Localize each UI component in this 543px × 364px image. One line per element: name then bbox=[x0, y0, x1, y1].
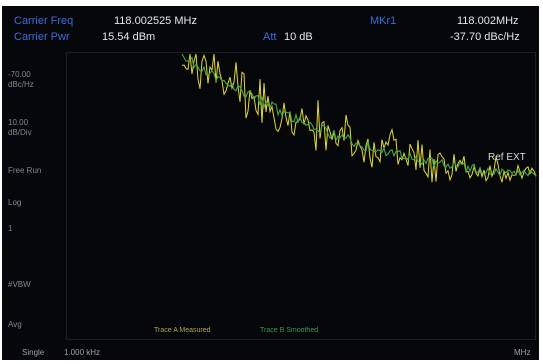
footer-start-label: Single bbox=[22, 348, 45, 357]
scale-type: Log bbox=[8, 198, 22, 207]
trace-a-measured bbox=[181, 53, 537, 183]
ref-level-value: -70.00 bbox=[8, 70, 31, 79]
marker-value: -37.70 dBc/Hz bbox=[450, 31, 520, 43]
legend-trace-b: Trace B Smoothed bbox=[260, 327, 319, 334]
carrier-freq-value: 118.002525 MHz bbox=[114, 15, 197, 27]
scale-unit: dB/Div bbox=[8, 128, 32, 137]
average-label: Avg bbox=[8, 320, 22, 329]
carrier-freq-label: Carrier Freq bbox=[14, 15, 74, 27]
attenuation-label: Att bbox=[263, 31, 277, 43]
vbw-label: #VBW bbox=[8, 280, 31, 289]
marker-label: MKr1 bbox=[370, 15, 397, 27]
ref-ext-label: Ref EXT bbox=[488, 152, 526, 163]
trace-count: 1 bbox=[8, 224, 13, 233]
footer-stop-unit: MHz bbox=[514, 348, 531, 357]
analyzer-screen: Carrier Freq 118.002525 MHz Carrier Pwr … bbox=[2, 6, 539, 360]
carrier-pwr-label: Carrier Pwr bbox=[14, 31, 70, 43]
marker-frequency: 118.002MHz bbox=[457, 15, 519, 27]
ref-level-unit: dBc/Hz bbox=[8, 80, 34, 89]
trigger-mode: Free Run bbox=[8, 166, 42, 175]
attenuation-value: 10 dB bbox=[284, 31, 313, 43]
scale-value: 10.00 bbox=[8, 118, 29, 127]
plot-area bbox=[66, 52, 536, 340]
legend-trace-a: Trace A Measured bbox=[154, 327, 211, 334]
trace-svg bbox=[181, 53, 537, 183]
carrier-pwr-value: 15.54 dBm bbox=[102, 31, 156, 43]
footer-start-value: 1.000 kHz bbox=[64, 348, 101, 357]
trace-b-smoothed bbox=[181, 53, 537, 177]
